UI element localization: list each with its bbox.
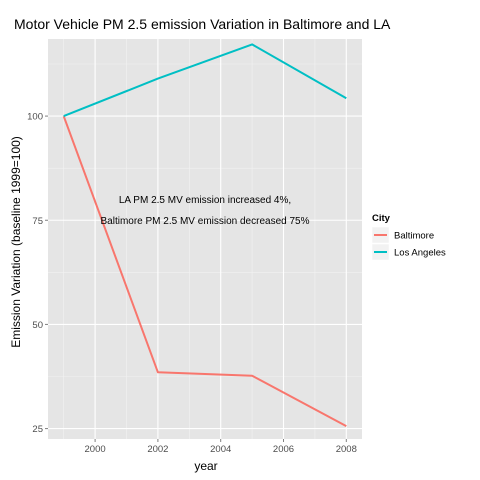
chart-title: Motor Vehicle PM 2.5 emission Variation … bbox=[14, 16, 391, 32]
y-tick-label: 25 bbox=[32, 424, 43, 435]
y-axis-title: Emission Variation (baseline 1999=100) bbox=[9, 136, 23, 348]
annotation-text: LA PM 2.5 MV emission increased 4%, bbox=[119, 195, 291, 206]
panel-background bbox=[48, 39, 362, 439]
legend-title: City bbox=[372, 213, 391, 224]
annotation-text: Baltimore PM 2.5 MV emission decreased 7… bbox=[101, 216, 310, 227]
series-line-los-angeles bbox=[63, 43, 347, 118]
y-tick-label: 50 bbox=[32, 320, 43, 331]
legend: City Baltimore Los Angeles bbox=[371, 213, 446, 261]
y-tick-label: 75 bbox=[32, 216, 43, 227]
series-line-baltimore bbox=[62, 115, 347, 427]
y-axis: 25 50 75 100 bbox=[27, 112, 48, 435]
annotations: LA PM 2.5 MV emission increased 4%, Balti… bbox=[101, 195, 310, 227]
series-layer bbox=[62, 43, 347, 427]
x-tick-label: 2008 bbox=[336, 444, 357, 455]
legend-label: Los Angeles bbox=[394, 248, 446, 259]
legend-label: Baltimore bbox=[394, 231, 434, 242]
x-tick-label: 2004 bbox=[210, 444, 231, 455]
x-tick-label: 2002 bbox=[147, 444, 168, 455]
x-axis-title: year bbox=[194, 459, 217, 473]
y-tick-label: 100 bbox=[27, 112, 43, 123]
x-tick-label: 2006 bbox=[273, 444, 294, 455]
plot-panel bbox=[48, 39, 362, 439]
x-axis: 2000 2002 2004 2006 2008 bbox=[85, 439, 357, 455]
x-tick-label: 2000 bbox=[85, 444, 106, 455]
